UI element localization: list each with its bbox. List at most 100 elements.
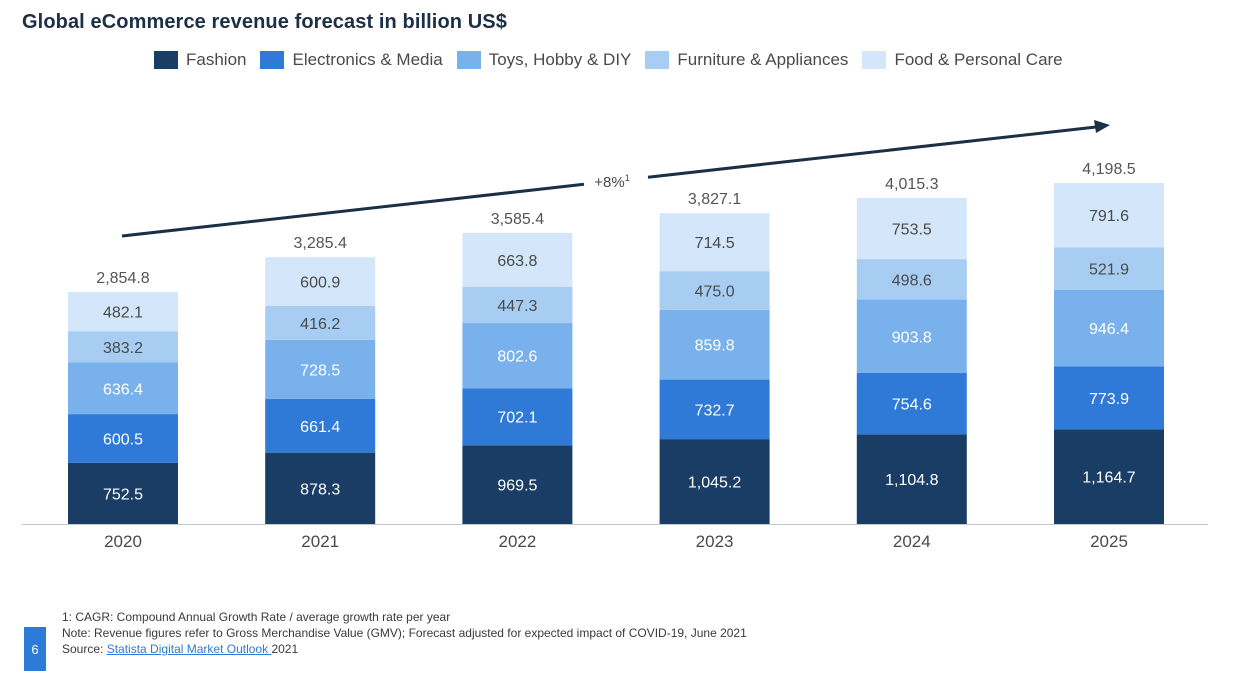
legend: Fashion Electronics & Media Toys, Hobby & … [154, 49, 1077, 71]
data-label: 475.0 [695, 283, 735, 300]
legend-item: Food & Personal Care [862, 50, 1063, 70]
total-label: 4,015.3 [885, 176, 938, 193]
bar-segment [856, 259, 967, 300]
data-label: 754.6 [892, 397, 932, 414]
cagr-arrowhead [1094, 120, 1110, 133]
bar-segment [265, 305, 376, 340]
data-label: 1,164.7 [1082, 470, 1135, 487]
bar-segment [1054, 366, 1164, 430]
data-label: 702.1 [497, 410, 537, 427]
bar-segment [856, 197, 967, 260]
footnote-note: Note: Revenue figures refer to Gross Mer… [62, 626, 747, 640]
data-label: 802.6 [497, 349, 537, 366]
data-label: 521.9 [1089, 261, 1129, 278]
cagr-arrow-line [121, 182, 585, 238]
data-label: 663.8 [497, 253, 537, 270]
data-label: 636.4 [103, 381, 143, 398]
data-label: 732.7 [695, 402, 735, 419]
bar-segment [68, 462, 178, 524]
legend-item: Furniture & Appliances [645, 50, 848, 70]
data-label: 1,045.2 [688, 475, 741, 492]
data-label: 878.3 [300, 481, 340, 498]
x-tick-label: 2023 [696, 532, 734, 551]
data-label: 773.9 [1089, 391, 1129, 408]
data-label: 416.2 [300, 316, 340, 333]
bar-segment [1054, 429, 1164, 524]
bar-segment [462, 445, 573, 524]
x-tick-label: 2022 [498, 532, 536, 551]
data-label: 1,104.8 [885, 472, 938, 489]
legend-item: Electronics & Media [260, 50, 443, 70]
legend-swatch [260, 51, 285, 69]
page-number-badge: 6 [24, 627, 46, 671]
bar-segment [68, 362, 178, 415]
bar-segment [462, 232, 573, 287]
x-tick-label: 2020 [104, 532, 142, 551]
data-label: 661.4 [300, 419, 340, 436]
bar-segment [462, 388, 573, 446]
data-label: 600.5 [103, 431, 143, 448]
legend-label: Fashion [186, 50, 247, 69]
footnotes: 1: CAGR: Compound Annual Growth Rate / a… [62, 609, 747, 657]
bar-segment [265, 452, 376, 524]
data-label: 447.3 [497, 298, 537, 315]
data-label: 600.9 [300, 275, 340, 292]
legend-label: Furniture & Appliances [677, 50, 849, 69]
bar-segment [1054, 247, 1164, 290]
legend-swatch [862, 51, 887, 69]
footnote-source: Source: Statista Digital Market Outlook … [62, 641, 747, 657]
data-label: 859.8 [695, 338, 735, 355]
source-link[interactable]: Statista Digital Market Outlook [106, 642, 272, 656]
cagr-value: +8% [594, 174, 624, 191]
bar-segment [659, 439, 770, 524]
bar-segment [462, 323, 573, 389]
legend-swatch [154, 51, 178, 69]
data-label: 753.5 [892, 221, 932, 238]
data-label: 969.5 [497, 478, 537, 495]
total-label: 3,827.1 [688, 191, 741, 208]
bar-segment [68, 331, 178, 363]
bar-segment [659, 309, 770, 380]
data-label: 482.1 [103, 305, 143, 322]
cagr-arrow-line [647, 125, 1097, 179]
source-year: 2021 [271, 642, 299, 656]
legend-swatch [645, 51, 670, 69]
data-label: 752.5 [103, 486, 143, 503]
bar-segment [1054, 289, 1164, 367]
total-label: 3,585.4 [491, 211, 544, 228]
bar-segment [265, 257, 376, 306]
source-prefix: Source: [62, 642, 107, 656]
data-label: 714.5 [695, 235, 735, 252]
total-label: 2,854.8 [96, 270, 149, 287]
data-label: 498.6 [892, 272, 932, 289]
legend-item: Toys, Hobby & DIY [456, 50, 632, 70]
bar-segment [68, 292, 178, 332]
data-label: 791.6 [1089, 208, 1129, 225]
legend-label: Food & Personal Care [894, 50, 1063, 69]
bar-segment [265, 398, 376, 453]
bar-segment [462, 286, 573, 324]
footnote-cagr: 1: CAGR: Compound Annual Growth Rate / a… [62, 610, 451, 624]
legend-label: Electronics & Media [292, 50, 443, 69]
x-tick-label: 2024 [893, 532, 931, 551]
bar-segment [265, 339, 376, 399]
x-tick-label: 2021 [301, 532, 339, 551]
bar-segment [856, 299, 967, 373]
chart-title: Global eCommerce revenue forecast in bil… [22, 11, 507, 33]
legend-label: Toys, Hobby & DIY [488, 50, 632, 69]
data-label: 383.2 [103, 340, 143, 357]
data-label: 903.8 [892, 329, 932, 346]
bar-segment [68, 414, 178, 463]
legend-swatch [456, 51, 481, 69]
legend-item: Fashion [154, 50, 246, 70]
bar-segment [856, 372, 967, 435]
total-label: 3,285.4 [294, 235, 347, 252]
bar-segment [1054, 183, 1164, 248]
data-label: 728.5 [300, 362, 340, 379]
total-label: 4,198.5 [1082, 161, 1135, 178]
bar-segment [659, 379, 770, 440]
bar-segment [659, 213, 770, 272]
cagr-footnote-mark: 1 [625, 173, 630, 183]
